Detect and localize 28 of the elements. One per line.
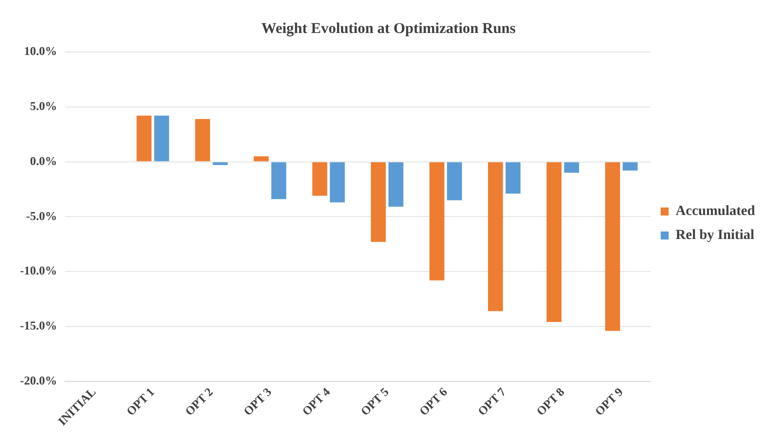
bar [271,162,286,200]
y-tick-label: 5.0% [30,98,57,113]
bar [212,162,228,166]
bar [254,156,269,162]
bar [370,162,386,242]
bar [447,162,462,200]
legend-label: Accumulated [676,204,756,220]
y-tick-label: -20.0% [20,373,57,388]
bar [136,116,152,162]
y-tick-label: -10.0% [20,264,57,278]
bar [546,162,562,322]
bar [506,162,521,194]
bar [605,162,620,331]
y-tick-label: 0.0% [30,154,57,168]
y-tick-label: 10.0% [24,44,57,58]
bar [429,162,444,280]
y-tick-label: -15.0% [20,318,57,333]
bar [312,162,328,196]
bar [388,162,404,207]
legend-label: Rel by Initial [676,228,754,244]
bar [488,162,503,312]
bar [330,162,345,202]
chart-title: Weight Evolution at Optimization Runs [261,20,516,37]
bar [622,162,638,171]
bar [154,116,170,162]
bar [195,118,210,162]
bar [564,162,580,173]
y-tick-label: -5.0% [26,208,57,223]
